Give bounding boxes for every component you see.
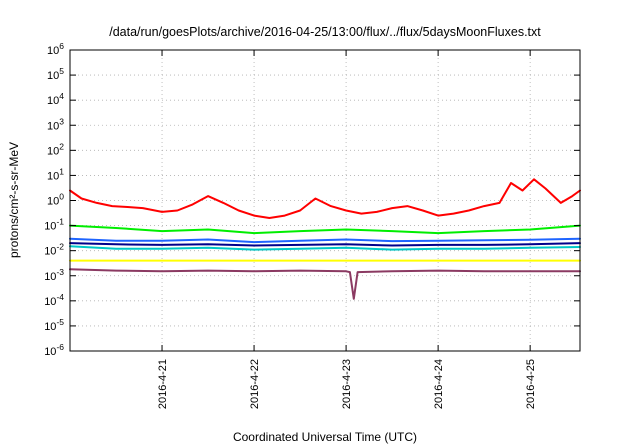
axis-ticks: 106 105 104 103 102 101 100 10-1 10-2 10-3 10-4 10-…: [44, 41, 580, 409]
series-group: [69, 178, 581, 300]
y-tick-label: 102: [47, 141, 64, 157]
y-tick-label: 10-2: [44, 242, 64, 258]
y-tick-label: 10-6: [44, 342, 64, 358]
x-tick-label: 2016-4-21: [157, 359, 169, 409]
x-tick-label: 2016-4-24: [433, 359, 445, 409]
x-tick-label: 2016-4-22: [249, 359, 261, 409]
series-line-1: [69, 178, 581, 219]
y-tick-label: 10-5: [44, 317, 64, 333]
series-line-7: [69, 268, 581, 300]
y-tick-label: 105: [47, 66, 64, 82]
y-tick-label: 10-4: [44, 292, 64, 308]
series-line-3: [69, 245, 581, 251]
y-tick-label: 106: [47, 41, 64, 57]
x-tick-label: 2016-4-23: [341, 359, 353, 409]
y-tick-label: 10-3: [44, 267, 64, 283]
series-line-5: [69, 242, 581, 247]
chart-title: /data/run/goesPlots/archive/2016-04-25/1…: [109, 25, 541, 39]
y-tick-label: 100: [47, 192, 64, 208]
gridlines: [70, 50, 580, 351]
y-tick-label: 101: [47, 166, 64, 182]
y-tick-label: 10-1: [44, 217, 64, 233]
series-line-2: [69, 224, 581, 235]
x-axis-label: Coordinated Universal Time (UTC): [233, 430, 417, 444]
series-line-4: [69, 237, 581, 244]
y-axis-label: protons/cm²-s-sr-MeV: [7, 142, 21, 258]
y-tick-label: 103: [47, 116, 64, 132]
y-tick-label: 104: [47, 91, 64, 107]
x-tick-label: 2016-4-25: [525, 359, 537, 409]
